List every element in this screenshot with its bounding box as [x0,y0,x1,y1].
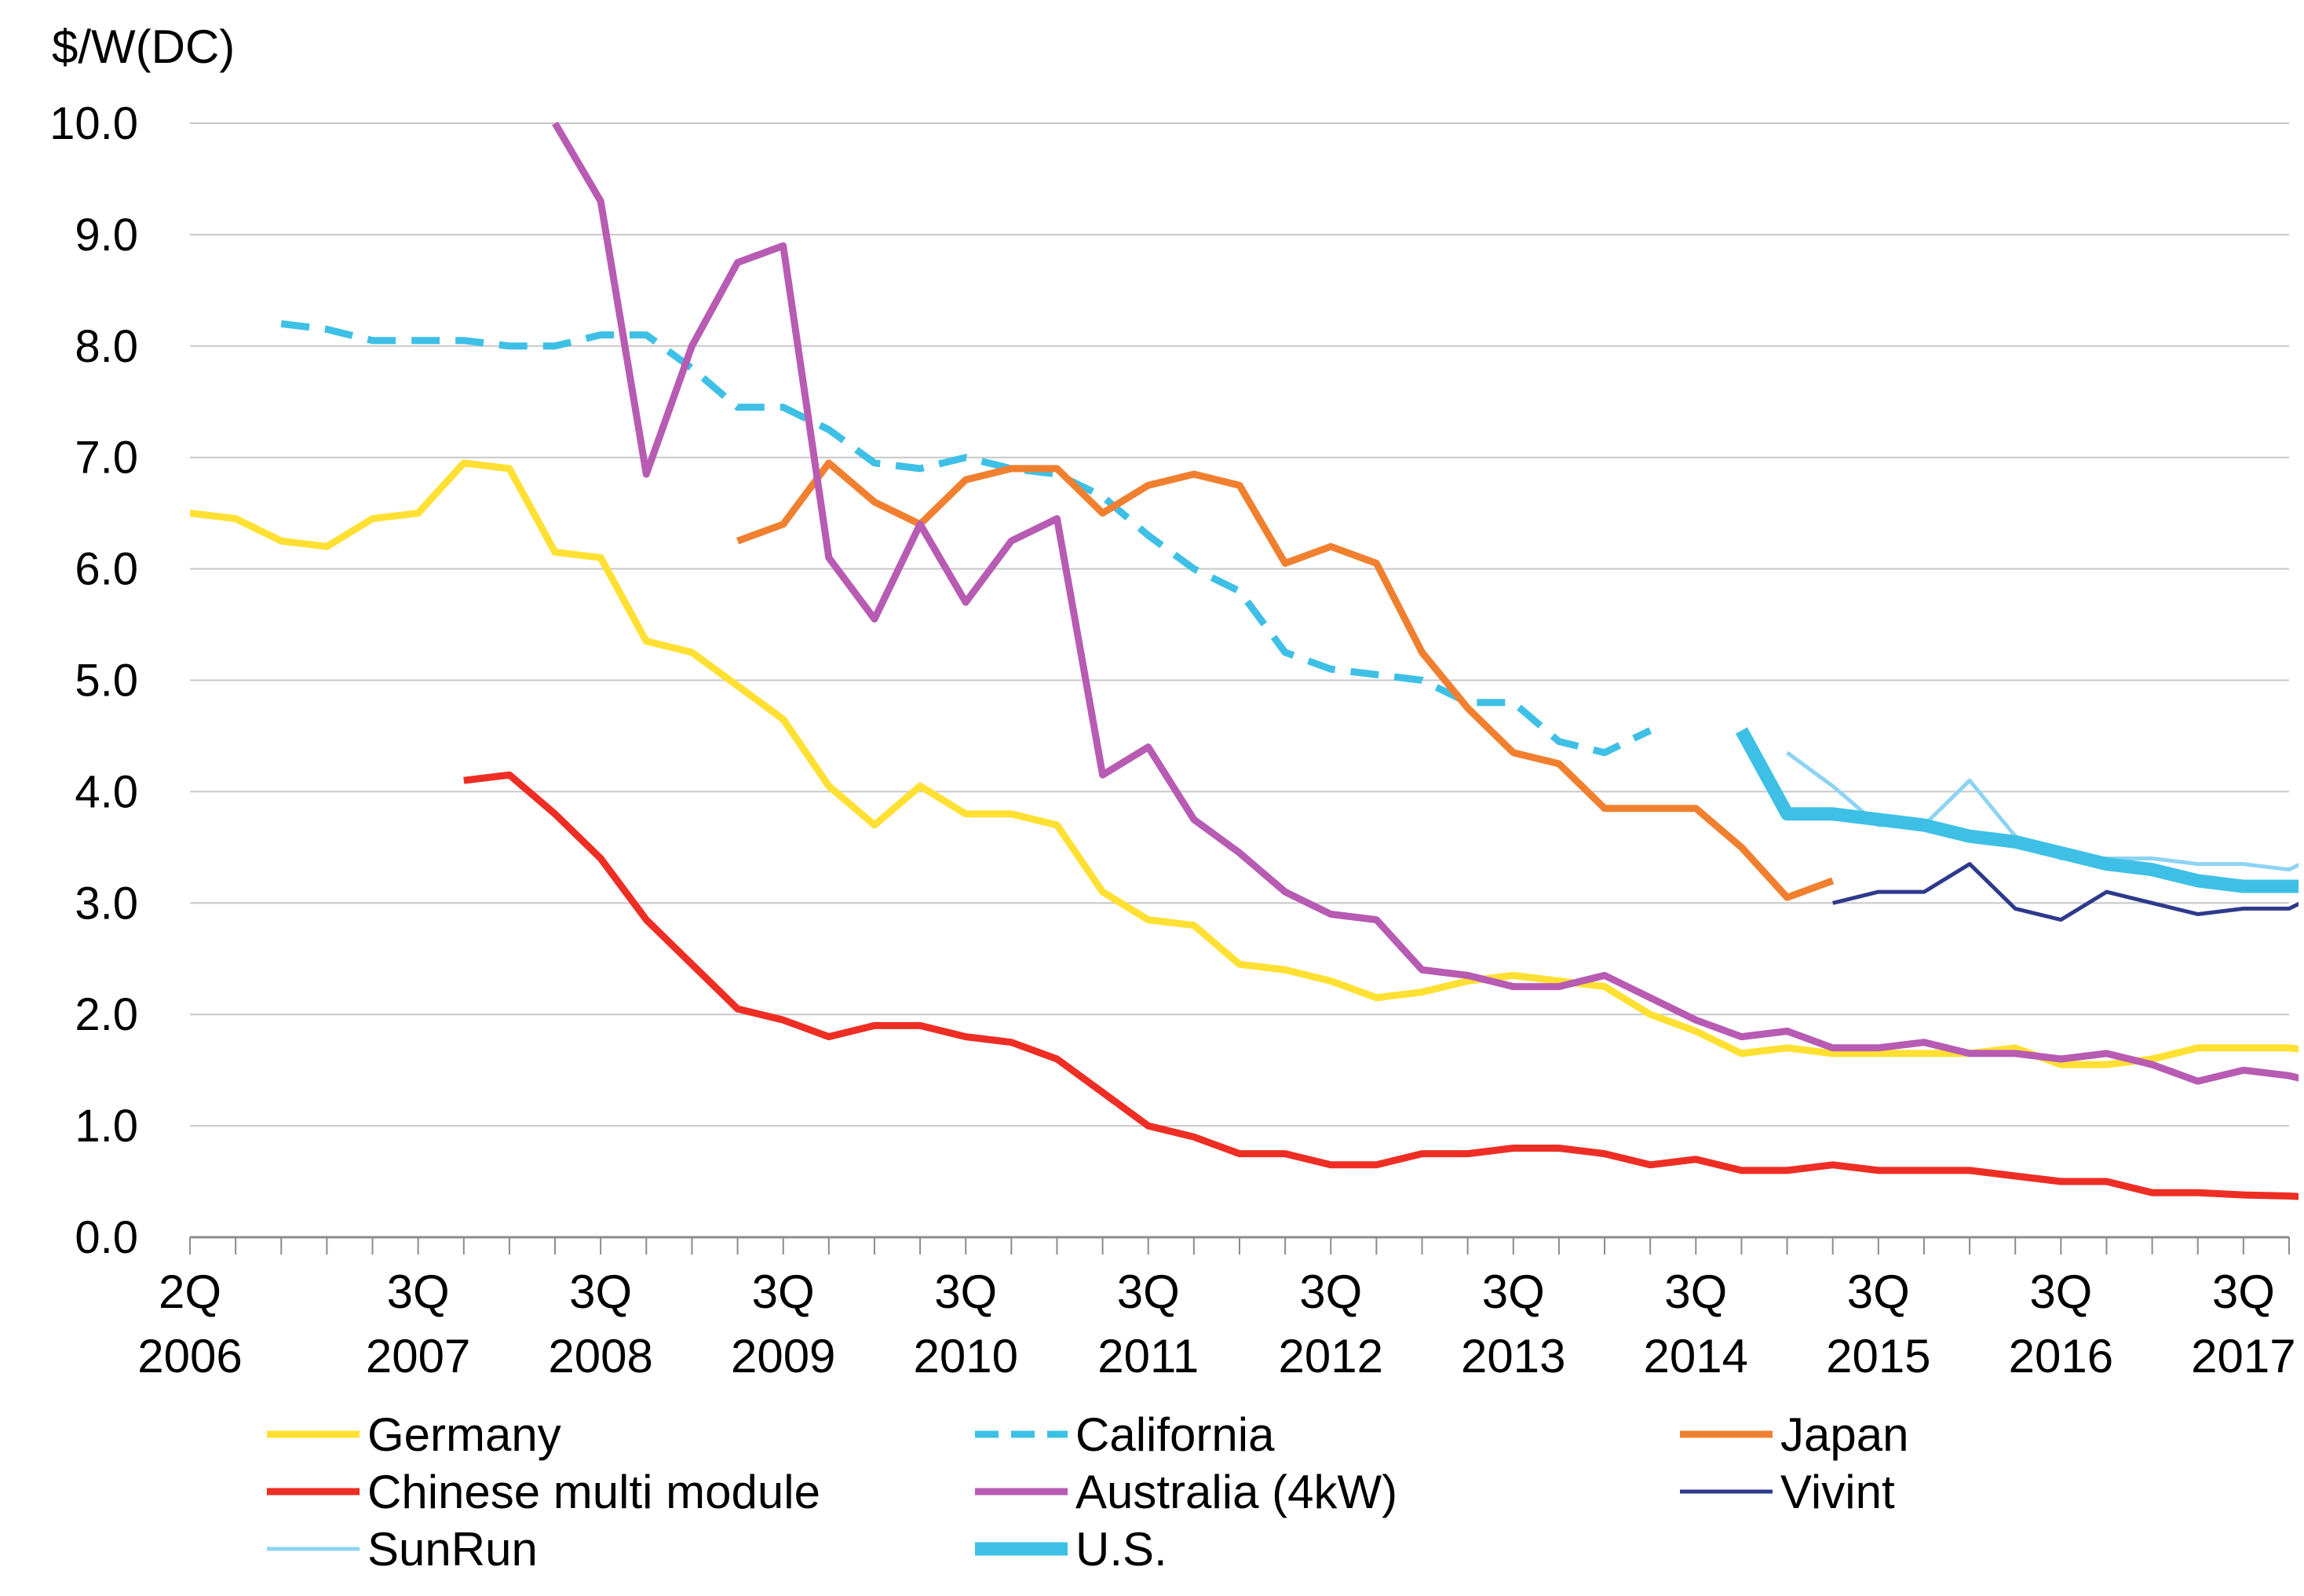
x-tick-label: 2006 [137,1330,242,1382]
legend-label-california: California [1075,1408,1275,1461]
y-tick-label: 2.0 [75,989,138,1040]
y-tick-label: 4.0 [75,766,138,817]
y-axis-ticks: 0.0 1.0 2.0 3.0 4.0 5.0 6.0 7.0 8.0 9.0 10.0 [49,98,138,1263]
gridlines [190,122,2289,1127]
x-tick-label: 2011 [1097,1330,1199,1382]
x-tick-label: 3Q [569,1265,632,1318]
x-tick-label: 2008 [548,1330,652,1382]
x-tick-label: 3Q [387,1265,450,1318]
y-tick-label: 7.0 [75,433,138,484]
y-tick-label: 10.0 [49,98,138,149]
x-tick-label: 3Q [2029,1265,2092,1318]
x-axis: 2Q 2006 3Q 2007 3Q 2008 3Q 2009 3Q 2010 3Q 2011 3Q 20… [137,1236,2296,1382]
y-tick-label: 6.0 [75,544,138,595]
x-tick-label: 2015 [1826,1330,1930,1382]
y-axis-label: $/W(DC) [52,20,235,73]
y-tick-label: 9.0 [75,210,138,261]
series-line-germany [190,459,2299,1068]
x-tick-label: 2013 [1461,1330,1565,1382]
y-tick-label: 0.0 [75,1212,138,1263]
x-tick-label: 3Q [1299,1265,1362,1318]
series-line-vivint [1832,862,2299,922]
x-tick-label: 3Q [1482,1265,1545,1318]
x-tick-label: 2010 [913,1330,1017,1382]
x-tick-label: 3Q [934,1265,997,1318]
x-tick-label: 2016 [2009,1330,2113,1382]
x-tick-label: 3Q [752,1265,815,1318]
series-line-california [280,320,1652,757]
legend: Germany California Japan Chinese multi modu… [267,1408,1908,1576]
legend-label-u-s: U.S. [1075,1523,1167,1576]
y-tick-label: 8.0 [75,321,138,372]
y-tick-label: 3.0 [75,878,138,929]
x-tick-label: 2012 [1279,1330,1383,1382]
legend-label-australia-4kw: Australia (4kW) [1075,1466,1397,1518]
x-tick-label: 2017 [2191,1330,2295,1382]
legend-label-chinese-multi-module: Chinese multi module [367,1466,820,1518]
x-tick-label: 2014 [1644,1330,1748,1382]
x-tick-label: 3Q [1847,1265,1910,1318]
legend-label-japan: Japan [1780,1408,1908,1461]
x-tick-label: 3Q [1664,1265,1727,1318]
y-tick-label: 1.0 [75,1101,138,1152]
x-tick-label: 2007 [366,1330,470,1382]
series-lines [190,121,2299,1200]
series-line-u-s [1735,727,2299,893]
x-tick-label: 2009 [731,1330,835,1382]
x-tick-label: 3Q [1117,1265,1180,1318]
legend-label-vivint: Vivint [1780,1466,1895,1518]
y-tick-label: 5.0 [75,656,138,707]
legend-label-germany: Germany [367,1408,561,1461]
series-line-australia-4kw [552,121,2299,1085]
series-line-chinese-multi-module [463,771,2299,1200]
legend-label-sunrun: SunRun [367,1523,538,1576]
x-tick-label: 3Q [2212,1265,2275,1318]
x-tick-label: 2Q [159,1265,221,1318]
